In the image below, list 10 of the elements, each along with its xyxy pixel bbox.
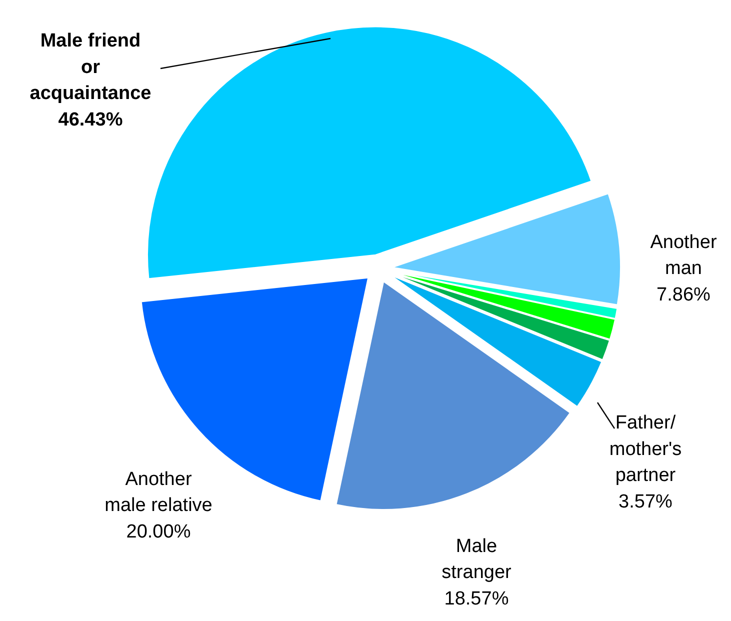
data-label: 20.00% bbox=[126, 521, 191, 542]
slice-label: Male stranger bbox=[442, 536, 512, 583]
slice-label: Another man bbox=[650, 232, 718, 279]
data-label: 18.57% bbox=[444, 588, 509, 610]
slice-label: Male friend or acquaintance bbox=[30, 30, 152, 104]
slice-label: Another male relative bbox=[104, 468, 212, 516]
data-label: 46.43% bbox=[58, 109, 123, 130]
data-label: 7.86% bbox=[656, 284, 711, 306]
slice-label: Father/ mother's partner bbox=[609, 412, 682, 486]
data-label: 3.57% bbox=[618, 491, 673, 512]
